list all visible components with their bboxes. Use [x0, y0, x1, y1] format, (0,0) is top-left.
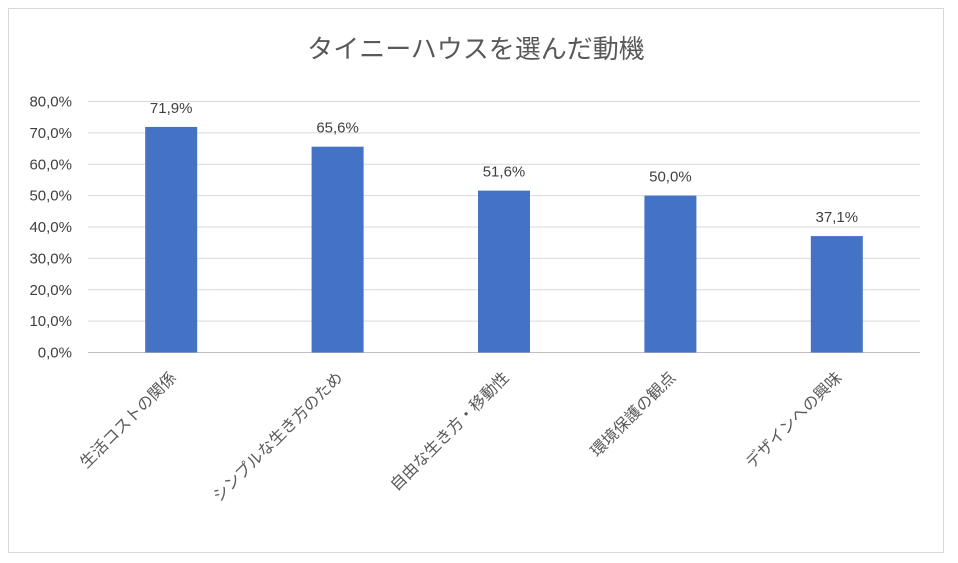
- y-tick-label: 30,0%: [29, 250, 72, 267]
- bar: [478, 190, 530, 353]
- category-label: 生活コストの関係: [76, 368, 180, 472]
- bar: [644, 195, 697, 353]
- bar: [810, 236, 863, 353]
- category-label: 環境保護の観点: [587, 368, 680, 461]
- data-labels: 71,9% 65,6% 51,6% 50,0% 37,1%: [150, 100, 858, 226]
- chart-title: タイニーハウスを選んだ動機: [307, 35, 644, 65]
- y-tick-label: 70,0%: [29, 125, 72, 142]
- y-tick-label: 20,0%: [29, 282, 72, 299]
- bar: [311, 146, 364, 353]
- bars: [145, 126, 863, 353]
- y-axis-ticks: 0,0% 10,0% 20,0% 30,0% 40,0% 50,0% 60,0% 70,0% 8…: [29, 94, 72, 362]
- data-label: 65,6%: [316, 120, 359, 137]
- data-label: 37,1%: [816, 209, 859, 226]
- category-label: デザインへの興味: [742, 368, 846, 472]
- bar: [145, 126, 198, 353]
- y-tick-label: 40,0%: [29, 219, 72, 236]
- y-tick-label: 10,0%: [29, 313, 72, 330]
- y-tick-label: 50,0%: [29, 188, 72, 205]
- y-tick-label: 80,0%: [29, 94, 72, 111]
- category-label: 自由な生き方・移動性: [386, 368, 513, 495]
- data-label: 50,0%: [649, 169, 692, 186]
- data-label: 51,6%: [483, 164, 526, 181]
- category-label: シンプルな生き方のため: [209, 368, 347, 506]
- y-tick-label: 60,0%: [29, 156, 72, 173]
- y-tick-label: 0,0%: [38, 345, 72, 362]
- data-label: 71,9%: [150, 100, 193, 117]
- category-labels: 生活コストの関係 シンプルな生き方のため 自由な生き方・移動性 環境保護の観点 デザイン…: [76, 368, 846, 506]
